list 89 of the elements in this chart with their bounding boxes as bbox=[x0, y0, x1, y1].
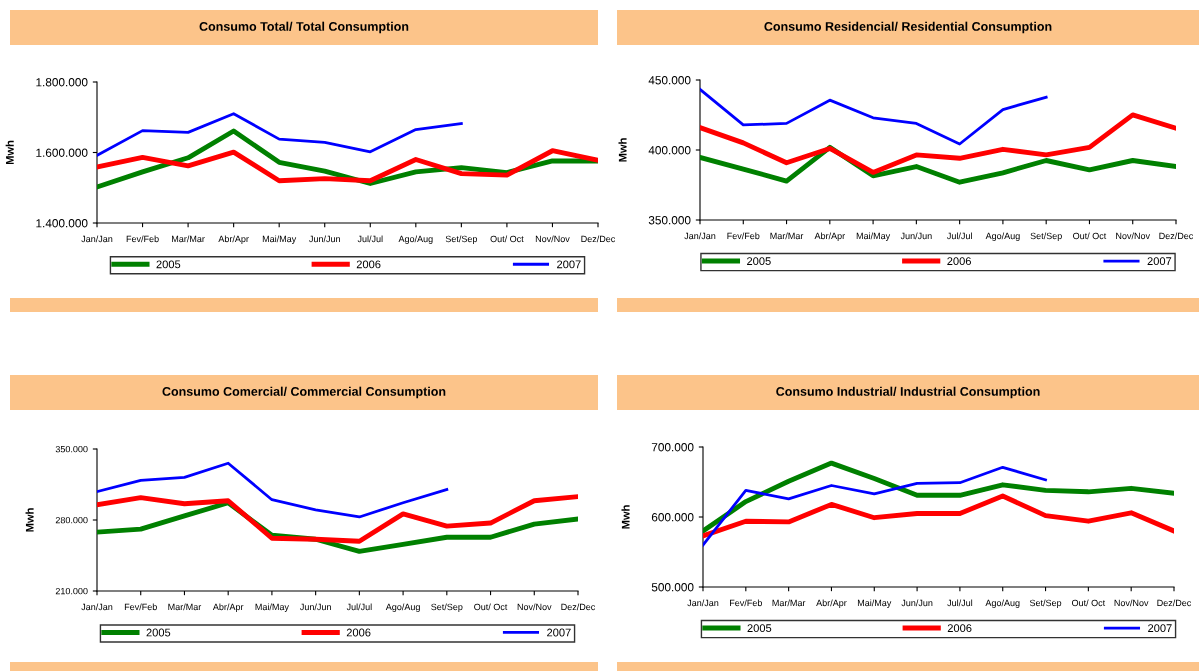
x-tick-label: Set/Sep bbox=[1030, 232, 1062, 241]
y-axis-title: Mwh bbox=[621, 505, 630, 529]
y-tick-label: 500.000 bbox=[651, 583, 694, 592]
y-tick-label: 1.400.000 bbox=[36, 219, 88, 228]
x-tick-label: Mar/Mar bbox=[772, 599, 806, 607]
y-tick-label: 280.000 bbox=[55, 516, 88, 524]
x-tick-label: Mai/May bbox=[856, 232, 891, 241]
x-tick-label: Jun/Jun bbox=[309, 235, 340, 243]
line-series bbox=[97, 494, 578, 544]
x-tick-label: Dez/Dec bbox=[581, 235, 616, 243]
x-tick-label: Mai/May bbox=[255, 603, 289, 612]
line-series bbox=[703, 493, 1174, 539]
y-tick-label: 400.000 bbox=[648, 146, 691, 155]
x-tick-label: Abr/Apr bbox=[816, 599, 847, 608]
x-tick-label: Mar/Mar bbox=[168, 603, 202, 611]
x-tick-label: Mar/Mar bbox=[770, 232, 804, 240]
x-tick-label: Dez/Dec bbox=[1157, 599, 1192, 607]
x-tick-label: Set/Sep bbox=[1029, 599, 1062, 608]
legend-label: 2006 bbox=[947, 624, 972, 633]
chart-title: Consumo Comercial/ Commercial Consumption bbox=[162, 386, 446, 399]
y-axis-title: Mwh bbox=[618, 138, 627, 162]
x-tick-label: Nov/Nov bbox=[1114, 599, 1149, 607]
y-axis-title: Mwh bbox=[25, 508, 34, 532]
line-series bbox=[700, 112, 1176, 175]
x-tick-label: Abr/Apr bbox=[814, 232, 845, 241]
x-tick-label: Ago/Aug bbox=[985, 232, 1020, 241]
legend-label: 2006 bbox=[356, 260, 381, 269]
x-tick-label: Jan/Jan bbox=[81, 235, 113, 243]
y-tick-label: 1.800.000 bbox=[36, 78, 88, 87]
chart-title: Consumo Residencial/ Residential Consumption bbox=[764, 21, 1052, 34]
x-tick-label: Fev/Feb bbox=[730, 599, 762, 607]
legend-label: 2005 bbox=[146, 628, 171, 637]
x-tick-label: Jul/Jul bbox=[946, 232, 972, 240]
x-tick-label: Abr/Apr bbox=[218, 235, 249, 244]
x-tick-label: Set/Sep bbox=[431, 603, 463, 612]
x-tick-label: Jul/Jul bbox=[947, 599, 973, 607]
x-tick-label: Jun/Jun bbox=[299, 603, 331, 611]
x-tick-label: Fev/Feb bbox=[124, 603, 157, 611]
x-tick-label: Out/ Oct bbox=[474, 603, 508, 611]
x-tick-label: Jul/Jul bbox=[346, 603, 372, 611]
x-tick-label: Mar/Mar bbox=[172, 235, 205, 243]
x-tick-label: Nov/Nov bbox=[535, 235, 570, 243]
x-tick-label: Mai/May bbox=[857, 599, 892, 608]
legend-label: 2005 bbox=[747, 624, 772, 633]
x-tick-label: Fev/Feb bbox=[727, 232, 760, 240]
line-series bbox=[97, 148, 598, 184]
line-series bbox=[700, 87, 1048, 146]
x-tick-label: Ago/Aug bbox=[398, 235, 433, 244]
legend-label: 2007 bbox=[1148, 624, 1172, 633]
x-tick-label: Nov/Nov bbox=[517, 603, 552, 611]
x-tick-label: Mai/May bbox=[262, 235, 297, 244]
x-tick-label: Jan/Jan bbox=[81, 603, 113, 611]
y-tick-label: 700.000 bbox=[651, 443, 694, 452]
x-tick-label: Jun/Jun bbox=[900, 232, 932, 240]
x-tick-label: Abr/Apr bbox=[212, 603, 244, 612]
x-tick-label: Out/ Oct bbox=[490, 235, 524, 243]
legend-label: 2006 bbox=[947, 257, 971, 266]
y-tick-label: 600.000 bbox=[651, 513, 694, 522]
legend-label: 2006 bbox=[346, 628, 371, 637]
line-series bbox=[703, 465, 1047, 547]
line-series bbox=[97, 112, 463, 157]
x-tick-label: Dez/Dec bbox=[1159, 232, 1194, 240]
line-series bbox=[97, 461, 449, 519]
line-series bbox=[703, 460, 1174, 534]
x-tick-label: Jan/Jan bbox=[684, 232, 716, 240]
x-tick-label: Jan/Jan bbox=[687, 599, 719, 607]
x-tick-label: Nov/Nov bbox=[1116, 232, 1151, 240]
x-tick-label: Set/Sep bbox=[445, 235, 478, 244]
legend-label: 2007 bbox=[547, 628, 571, 637]
legend-label: 2007 bbox=[1147, 257, 1172, 266]
x-tick-label: Fev/Feb bbox=[126, 235, 159, 243]
y-tick-label: 350.000 bbox=[648, 216, 691, 225]
y-tick-label: 210.000 bbox=[55, 587, 88, 595]
x-tick-label: Ago/Aug bbox=[985, 599, 1020, 608]
x-tick-label: Out/ Oct bbox=[1071, 599, 1106, 607]
chart-title: Consumo Industrial/ Industrial Consumption bbox=[776, 386, 1040, 399]
x-tick-label: Ago/Aug bbox=[385, 603, 420, 612]
legend-label: 2005 bbox=[747, 257, 771, 266]
legend-label: 2007 bbox=[557, 260, 581, 269]
chart-title: Consumo Total/ Total Consumption bbox=[199, 21, 409, 34]
y-tick-label: 450.000 bbox=[648, 76, 691, 85]
y-tick-label: 350.000 bbox=[55, 445, 88, 453]
x-tick-label: Dez/Dec bbox=[561, 603, 596, 611]
y-axis-title: Mwh bbox=[5, 140, 14, 165]
x-tick-label: Jul/Jul bbox=[357, 235, 383, 243]
y-tick-label: 1.600.000 bbox=[36, 148, 88, 157]
legend-label: 2005 bbox=[156, 260, 181, 269]
x-tick-label: Jun/Jun bbox=[901, 599, 933, 607]
x-tick-label: Out/ Oct bbox=[1073, 232, 1107, 240]
